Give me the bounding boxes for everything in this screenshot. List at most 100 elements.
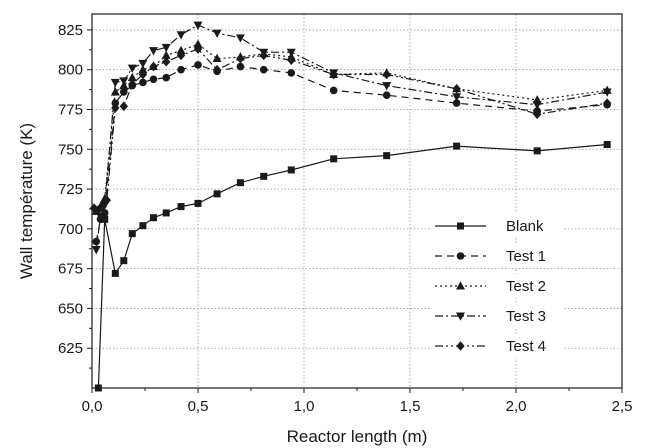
data-point-test-3 (161, 43, 171, 53)
y-tick-label: 825 (58, 22, 83, 39)
data-point-test-1 (452, 99, 461, 107)
legend-label-test-3: Test 3 (506, 308, 546, 325)
data-point-blank (533, 147, 541, 155)
data-point-blank (139, 222, 147, 230)
data-point-test-1 (92, 237, 101, 246)
data-point-test-4 (89, 203, 99, 213)
data-point-blank (162, 209, 170, 217)
data-point-test-1 (149, 75, 158, 84)
legend-item-background (432, 274, 564, 298)
y-tick-label: 625 (58, 340, 83, 357)
data-point-test-4 (329, 69, 338, 80)
y-tick-label: 725 (58, 181, 83, 198)
legend-item-test-2: Test 2 (432, 274, 564, 298)
data-point-test-4 (176, 50, 186, 61)
series-test-4 (89, 44, 612, 215)
data-point-test-1 (162, 73, 170, 82)
data-point-test-1 (177, 65, 185, 74)
series-line-test-1 (95, 64, 608, 242)
legend: Blank Test 1 Test 2 Test 3 Test 4 (432, 214, 564, 358)
data-point-test-4 (162, 56, 171, 67)
data-point-test-1 (329, 86, 338, 95)
legend-diamond-marker (456, 341, 465, 351)
data-point-test-1 (194, 61, 202, 69)
data-point-test-4 (452, 84, 461, 94)
legend-item-blank: Blank (432, 214, 564, 238)
data-point-test-3 (193, 21, 203, 30)
data-point-test-3 (127, 64, 137, 73)
y-tick-label: 775 (58, 101, 83, 118)
data-point-test-4 (212, 64, 222, 75)
data-point-test-3 (176, 31, 186, 40)
legend-triangle-up-marker (456, 281, 465, 290)
data-point-test-4 (533, 109, 542, 120)
data-point-test-4 (94, 204, 103, 215)
data-point-blank (603, 141, 611, 149)
data-point-test-3 (452, 93, 462, 102)
x-tick-label: 1,0 (294, 398, 315, 415)
data-point-blank (177, 203, 185, 211)
data-point-blank (111, 269, 119, 277)
data-point-test-4 (236, 53, 245, 64)
data-point-test-4 (119, 101, 128, 112)
data-point-test-3 (602, 88, 612, 97)
data-point-test-3 (95, 212, 105, 221)
x-tick-label: 2,0 (506, 398, 527, 415)
data-point-test-4 (382, 69, 391, 80)
data-point-test-1 (139, 78, 147, 87)
legend-label-blank: Blank (506, 218, 544, 235)
data-point-test-4 (287, 55, 296, 65)
x-axis-title: Reactor length (m) (287, 427, 428, 446)
data-point-blank (236, 179, 244, 187)
data-point-test-4 (149, 61, 158, 72)
y-tick-label: 650 (58, 300, 83, 317)
data-point-blank (453, 142, 461, 150)
legend-item-background (432, 334, 564, 358)
data-point-test-4 (128, 79, 137, 89)
data-point-test-1 (287, 69, 296, 77)
data-point-test-3 (286, 48, 296, 57)
data-point-test-3 (382, 82, 392, 91)
data-point-blank (194, 199, 202, 207)
data-point-test-3 (148, 47, 158, 56)
legend-circle-marker (456, 252, 465, 260)
x-tick-label: 0,5 (188, 398, 209, 415)
data-point-test-4 (602, 98, 612, 108)
data-point-test-4 (111, 103, 120, 113)
x-tick-label: 1,5 (400, 398, 421, 415)
data-point-blank (287, 166, 295, 174)
series-line-test-3 (95, 24, 608, 250)
y-tick-label: 750 (58, 141, 83, 158)
legend-square-marker (457, 222, 464, 230)
series-layer (89, 21, 612, 392)
axis-ticks: 0,0 0,5 1,0 1,5 2,0 2,5 625 650 675 700 725 750 775 8… (58, 22, 632, 415)
legend-label-test-1: Test 1 (506, 248, 546, 265)
data-point-test-3 (119, 77, 129, 86)
data-point-test-3 (235, 34, 245, 43)
data-point-test-3 (212, 29, 222, 38)
x-tick-label: 2,5 (612, 398, 633, 415)
series-test-3 (91, 21, 612, 255)
legend-label-test-2: Test 2 (506, 278, 546, 295)
data-point-blank (213, 190, 221, 198)
data-point-blank (128, 230, 136, 238)
data-point-test-4 (98, 201, 107, 212)
x-tick-label: 0,0 (82, 398, 103, 415)
data-point-test-1 (382, 91, 391, 99)
series-line-test-4 (93, 48, 608, 211)
data-point-test-2 (176, 45, 186, 55)
legend-item-test-1: Test 1 (432, 244, 564, 268)
data-point-test-4 (259, 50, 268, 61)
data-point-test-1 (259, 65, 268, 74)
data-point-blank (149, 214, 157, 222)
data-point-test-3 (138, 59, 148, 69)
data-point-blank (101, 215, 109, 223)
data-point-test-2 (138, 64, 148, 74)
data-point-test-1 (236, 62, 245, 71)
legend-triangle-down-marker (456, 312, 465, 321)
data-point-test-3 (532, 101, 542, 110)
data-point-test-2 (212, 53, 222, 63)
y-tick-label: 700 (58, 221, 83, 238)
series-line-test-2 (95, 43, 608, 212)
